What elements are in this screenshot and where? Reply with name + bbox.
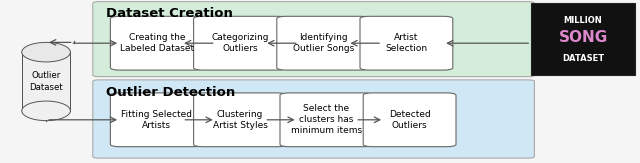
Text: Identifying
Outlier Songs: Identifying Outlier Songs <box>292 33 354 53</box>
FancyBboxPatch shape <box>193 93 287 147</box>
Text: Select the
clusters has
minimum items: Select the clusters has minimum items <box>291 104 362 135</box>
Ellipse shape <box>22 42 70 62</box>
Text: Detected
Outliers: Detected Outliers <box>388 110 431 130</box>
FancyBboxPatch shape <box>93 2 534 77</box>
Text: Clustering
Artist Styles: Clustering Artist Styles <box>212 110 268 130</box>
FancyBboxPatch shape <box>22 52 70 111</box>
FancyBboxPatch shape <box>277 16 370 70</box>
Text: Outlier Detection: Outlier Detection <box>106 86 235 99</box>
FancyBboxPatch shape <box>360 16 453 70</box>
Text: Categorizing
Outliers: Categorizing Outliers <box>211 33 269 53</box>
Text: MILLION: MILLION <box>564 16 602 25</box>
Text: Fitting Selected
Artists: Fitting Selected Artists <box>122 110 192 130</box>
FancyBboxPatch shape <box>110 16 204 70</box>
Text: SONG: SONG <box>559 30 607 45</box>
Ellipse shape <box>22 101 70 121</box>
FancyBboxPatch shape <box>93 80 534 158</box>
Text: Creating the
Labeled Dataset: Creating the Labeled Dataset <box>120 33 194 53</box>
Text: DATASET: DATASET <box>562 54 604 63</box>
FancyBboxPatch shape <box>280 93 372 147</box>
FancyBboxPatch shape <box>193 16 287 70</box>
Text: Outlier
Dataset: Outlier Dataset <box>29 71 63 92</box>
Text: Dataset Creation: Dataset Creation <box>106 7 232 20</box>
FancyBboxPatch shape <box>364 93 456 147</box>
FancyBboxPatch shape <box>531 3 635 75</box>
Text: Artist
Selection: Artist Selection <box>385 33 428 53</box>
FancyBboxPatch shape <box>110 93 204 147</box>
